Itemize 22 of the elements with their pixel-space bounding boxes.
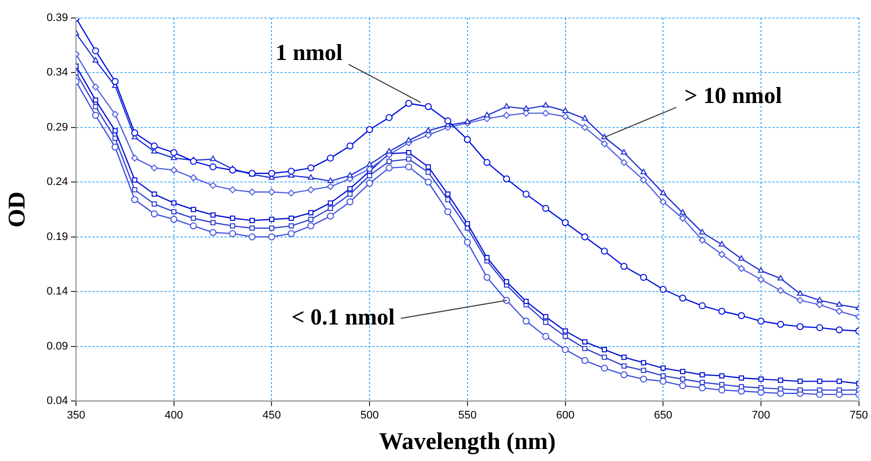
- y-tick-label: 0.34: [46, 66, 68, 79]
- x-tick-label: 500: [360, 410, 379, 422]
- x-tick-label: 450: [262, 410, 281, 422]
- x-tick-label: 600: [556, 410, 574, 422]
- y-tick-label: 0.19: [46, 230, 68, 243]
- y-tick-label: 0.29: [46, 121, 68, 134]
- x-tick-label: 700: [752, 410, 770, 422]
- x-tick-label: 750: [850, 410, 868, 422]
- y-tick-label: 0.04: [46, 395, 68, 408]
- annotation: 1 nmol: [275, 40, 343, 66]
- y-axis-title: OD: [4, 192, 31, 228]
- y-tick-label: 0.24: [46, 176, 68, 188]
- y-tick-label: 0.39: [46, 12, 68, 24]
- x-tick-label: 400: [164, 410, 184, 422]
- x-tick-label: 650: [654, 410, 672, 422]
- x-axis-title: Wavelength (nm): [379, 428, 556, 455]
- x-tick-label: 350: [66, 410, 86, 422]
- y-tick-label: 0.09: [46, 340, 68, 352]
- annotation: < 0.1 nmol: [292, 304, 395, 330]
- y-tick-label: 0.14: [46, 286, 68, 298]
- x-tick-label: 550: [458, 410, 477, 422]
- annotation: > 10 nmol: [684, 83, 782, 108]
